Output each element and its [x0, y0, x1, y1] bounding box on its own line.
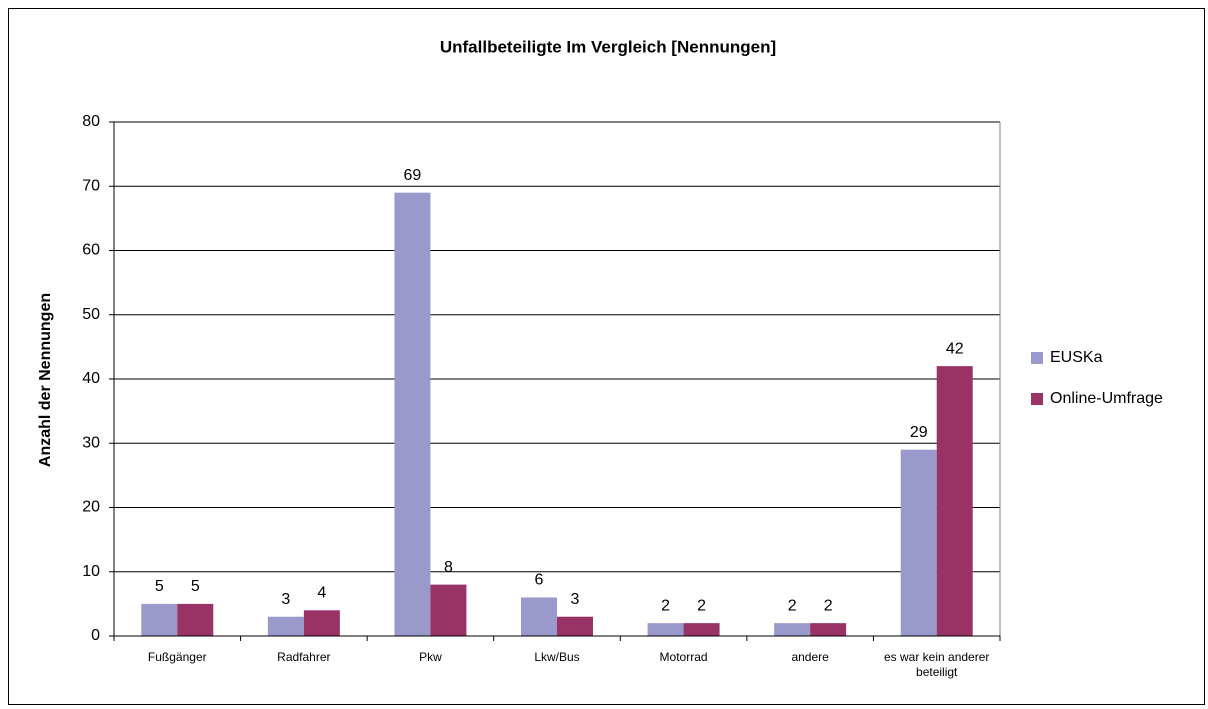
chart-frame [8, 8, 1205, 705]
data-label: 8 [444, 559, 453, 576]
y-tick-label: 20 [82, 499, 100, 516]
bar [394, 192, 431, 637]
bar [141, 603, 178, 636]
y-axis-title: Anzahl der Nennungen [37, 293, 54, 467]
data-label: 29 [910, 424, 928, 441]
bar [521, 597, 557, 636]
legend-label: Online-Umfrage [1050, 390, 1163, 407]
y-tick-label: 60 [82, 242, 100, 259]
x-tick-label: Radfahrer [277, 650, 331, 664]
x-tick-label: andere [791, 650, 829, 664]
data-label: 42 [946, 340, 964, 357]
data-label: 2 [661, 597, 670, 614]
data-label: 69 [404, 167, 422, 184]
bar [900, 449, 937, 636]
x-tick-label: Fußgänger [147, 650, 207, 664]
x-tick-label: Pkw [419, 650, 442, 664]
bar [267, 616, 304, 636]
y-tick-label: 70 [82, 177, 100, 194]
x-tick-label: es war kein anderer beteiligt [884, 650, 990, 679]
bar [810, 623, 847, 636]
y-tick-label: 40 [82, 370, 100, 387]
bar [774, 623, 811, 636]
y-tick-label: 50 [82, 306, 100, 323]
data-label: 5 [155, 578, 164, 595]
y-tick-label: 30 [82, 434, 100, 451]
bar [430, 584, 467, 636]
legend-swatch [1031, 393, 1043, 405]
bar [936, 366, 973, 636]
data-label: 4 [317, 585, 326, 602]
y-tick-label: 0 [91, 627, 100, 644]
data-label: 2 [788, 597, 797, 614]
bar [557, 616, 593, 636]
bar [177, 603, 214, 636]
data-label: 2 [697, 597, 706, 614]
bar [303, 610, 340, 636]
data-label: 6 [535, 572, 544, 589]
x-tick-label: Lkw/Bus [534, 650, 580, 664]
x-tick-label: Motorrad [659, 650, 708, 664]
chart-title: Unfallbeteiligte Im Vergleich [Nennungen… [440, 37, 776, 56]
legend-swatch [1031, 352, 1043, 364]
bar [647, 623, 684, 636]
data-label: 5 [191, 578, 200, 595]
y-tick-label: 10 [82, 563, 100, 580]
bar [683, 623, 720, 636]
legend-label: EUSKa [1050, 349, 1103, 366]
data-label: 2 [824, 597, 833, 614]
data-label: 3 [571, 591, 580, 608]
data-label: 3 [281, 591, 290, 608]
y-tick-label: 80 [82, 113, 100, 130]
